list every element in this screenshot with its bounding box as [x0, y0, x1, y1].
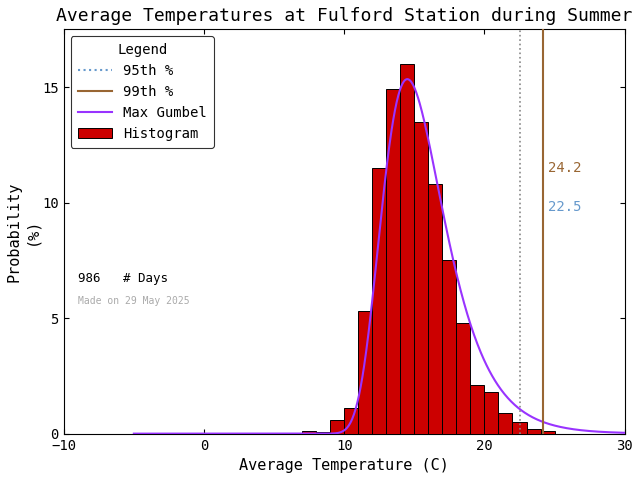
Bar — [499, 413, 513, 433]
Text: 24.2: 24.2 — [548, 161, 581, 175]
Bar — [513, 422, 527, 433]
Title: Average Temperatures at Fulford Station during Summer: Average Temperatures at Fulford Station … — [56, 7, 632, 25]
Bar — [527, 429, 541, 433]
Bar — [442, 260, 456, 433]
Bar — [316, 432, 330, 433]
Bar — [456, 323, 470, 433]
Bar — [484, 392, 499, 433]
Legend: 95th %, 99th %, Max Gumbel, Histogram: 95th %, 99th %, Max Gumbel, Histogram — [70, 36, 214, 148]
Bar — [358, 311, 372, 433]
Bar — [302, 432, 316, 433]
Bar — [372, 168, 387, 433]
Bar — [541, 432, 555, 433]
Text: 22.5: 22.5 — [548, 200, 581, 214]
X-axis label: Average Temperature (C): Average Temperature (C) — [239, 458, 449, 473]
Bar — [387, 89, 400, 433]
Bar — [344, 408, 358, 433]
Bar — [400, 64, 414, 433]
Bar — [330, 420, 344, 433]
Text: 986   # Days: 986 # Days — [77, 272, 168, 285]
Text: Made on 29 May 2025: Made on 29 May 2025 — [77, 296, 189, 306]
Bar — [414, 122, 428, 433]
Bar — [470, 385, 484, 433]
Y-axis label: Probability
(%): Probability (%) — [7, 181, 39, 282]
Bar — [428, 184, 442, 433]
